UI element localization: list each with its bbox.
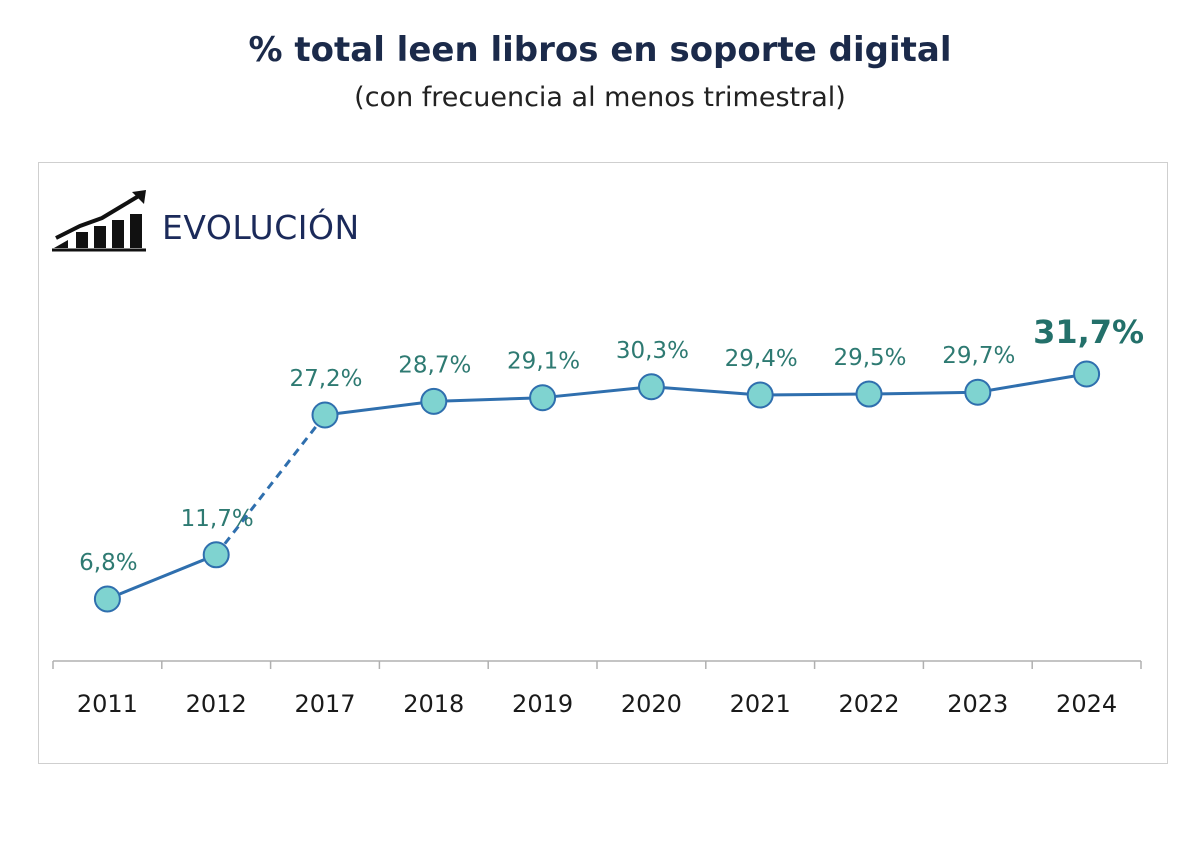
- chart-title: % total leen libros en soporte digital: [248, 30, 952, 70]
- series-segment: [106, 553, 217, 601]
- series-segment: [977, 372, 1087, 394]
- x-tick-label: 2011: [77, 690, 138, 718]
- data-label-2022: 29,5%: [833, 345, 906, 371]
- series-segment: [868, 390, 978, 396]
- series-segment: [760, 392, 870, 397]
- data-point-2017: [311, 401, 339, 429]
- series-segment: [324, 399, 434, 417]
- x-tick-label: 2017: [294, 690, 355, 718]
- data-point-2018: [420, 387, 448, 415]
- chart-panel: [38, 162, 1168, 764]
- data-point-2023: [964, 378, 992, 406]
- series-segment: [433, 396, 543, 403]
- data-label-2023: 29,7%: [942, 343, 1015, 369]
- x-tick-label: 2022: [838, 690, 899, 718]
- data-label-2019: 29,1%: [507, 349, 580, 375]
- x-tick-label: 2024: [1056, 690, 1117, 718]
- x-tick-label: 2021: [730, 690, 791, 718]
- data-point-2011: [93, 585, 121, 613]
- data-label-2012: 11,7%: [181, 506, 254, 532]
- data-point-2012: [202, 541, 230, 569]
- series-segment-dashed: [215, 414, 327, 556]
- series-segment: [542, 385, 652, 400]
- data-label-2011: 6,8%: [79, 550, 137, 576]
- data-point-2022: [855, 380, 883, 408]
- growth-chart-icon: [52, 190, 146, 252]
- x-tick-label: 2012: [186, 690, 247, 718]
- data-label-2021: 29,4%: [725, 346, 798, 372]
- section-label: EVOLUCIÓN: [162, 208, 360, 247]
- data-point-2020: [637, 373, 665, 401]
- data-label-2020: 30,3%: [616, 338, 689, 364]
- data-point-2021: [746, 381, 774, 409]
- series-segment: [651, 385, 761, 397]
- data-label-2017: 27,2%: [289, 366, 362, 392]
- data-point-2019: [529, 384, 557, 412]
- x-tick-label: 2019: [512, 690, 573, 718]
- x-tick-label: 2018: [403, 690, 464, 718]
- x-tick-label: 2023: [947, 690, 1008, 718]
- data-label-2024: 31,7%: [1033, 313, 1144, 351]
- data-label-2018: 28,7%: [398, 352, 471, 378]
- x-tick-label: 2020: [621, 690, 682, 718]
- data-point-2024: [1073, 360, 1101, 388]
- chart-subtitle: (con frecuencia al menos trimestral): [354, 82, 846, 113]
